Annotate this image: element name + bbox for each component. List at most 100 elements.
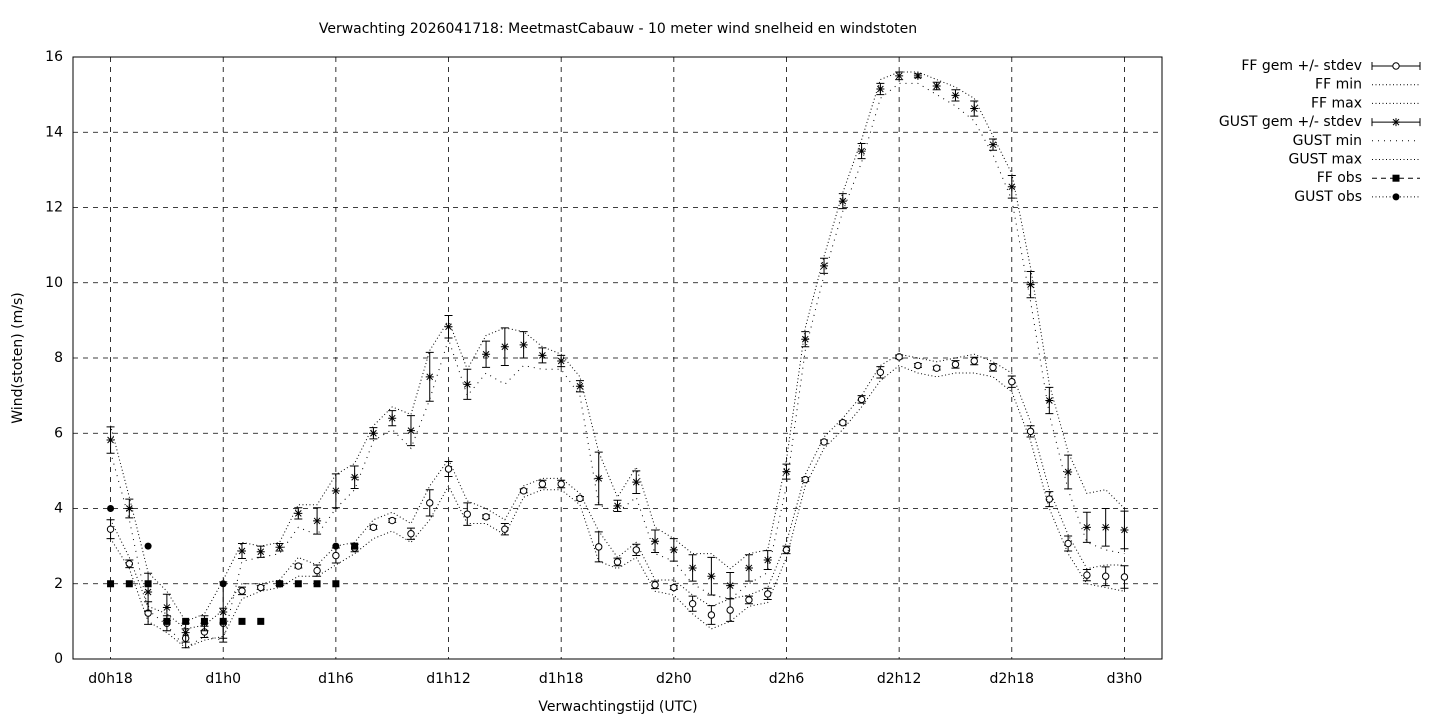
marker <box>482 513 490 521</box>
marker <box>313 516 322 525</box>
marker <box>557 357 566 366</box>
marker <box>1008 378 1016 386</box>
y-tick-label: 6 <box>54 425 63 441</box>
y-tick-label: 10 <box>45 275 63 291</box>
x-tick-label: d2h6 <box>769 671 805 687</box>
legend-label: GUST max <box>1289 152 1363 168</box>
marker <box>895 353 903 361</box>
marker <box>839 419 847 427</box>
marker <box>294 509 303 518</box>
marker <box>1120 573 1129 581</box>
y-tick-label: 14 <box>45 124 63 140</box>
marker <box>106 436 115 445</box>
marker <box>463 380 472 389</box>
marker <box>707 611 716 619</box>
marker <box>613 558 622 566</box>
marker <box>895 71 904 80</box>
marker <box>575 382 584 391</box>
marker <box>1064 468 1073 477</box>
marker <box>989 140 998 149</box>
marker <box>332 542 340 550</box>
marker <box>670 583 678 592</box>
marker <box>163 617 171 625</box>
marker <box>219 617 227 625</box>
marker <box>1007 182 1016 191</box>
legend-label: FF max <box>1311 95 1362 111</box>
legend-label: FF gem +/- stdev <box>1241 58 1362 74</box>
marker <box>764 590 772 598</box>
y-tick-label: 16 <box>45 49 63 65</box>
marker <box>332 580 340 588</box>
marker <box>519 487 528 495</box>
marker <box>331 486 340 495</box>
marker <box>256 547 265 556</box>
marker <box>595 543 603 551</box>
marker <box>350 473 359 482</box>
marker <box>426 499 434 507</box>
marker <box>726 606 734 614</box>
marker <box>1064 539 1072 548</box>
marker <box>557 480 565 488</box>
marker <box>989 363 997 372</box>
marker <box>406 426 415 435</box>
marker <box>181 628 190 637</box>
x-tick-label: d3h0 <box>1107 671 1143 687</box>
marker <box>369 429 378 438</box>
y-tick-label: 8 <box>54 350 63 366</box>
marker <box>801 475 809 484</box>
y-tick-label: 4 <box>54 501 63 517</box>
marker <box>144 542 152 550</box>
x-axis-label: Verwachtingstijd (UTC) <box>538 699 697 715</box>
legend-label: GUST gem +/- stdev <box>1219 114 1362 130</box>
marker <box>219 607 228 616</box>
marker <box>745 596 753 604</box>
range-line <box>110 71 1125 622</box>
marker <box>388 516 396 525</box>
marker <box>219 580 227 588</box>
marker <box>782 546 791 554</box>
marker <box>125 580 133 588</box>
marker <box>876 84 885 93</box>
marker <box>707 572 716 581</box>
marker <box>332 551 340 560</box>
y-axis-label: Wind(stoten) (m/s) <box>10 292 26 423</box>
x-tick-label: d1h12 <box>426 671 470 687</box>
y-tick-label: 0 <box>54 651 63 667</box>
marker <box>125 504 134 513</box>
marker <box>576 494 584 503</box>
marker <box>744 563 753 572</box>
marker <box>276 580 284 588</box>
marker <box>838 197 847 206</box>
marker <box>688 563 697 572</box>
range-line <box>110 353 1125 630</box>
marker <box>1101 523 1110 532</box>
marker <box>651 581 659 589</box>
marker <box>444 322 453 331</box>
marker <box>1083 571 1091 579</box>
y-tick-label: 12 <box>45 200 63 216</box>
marker <box>200 617 208 625</box>
marker <box>313 566 321 575</box>
marker <box>237 547 246 556</box>
marker <box>914 361 922 370</box>
marker <box>857 147 866 156</box>
marker <box>538 351 547 360</box>
marker <box>970 104 979 113</box>
x-tick-label: d1h6 <box>318 671 354 687</box>
legend-label: GUST min <box>1293 133 1362 149</box>
marker <box>351 542 359 550</box>
marker <box>294 562 303 570</box>
marker <box>275 543 284 552</box>
marker <box>651 537 660 546</box>
marker <box>951 91 960 100</box>
marker <box>801 335 810 344</box>
marker <box>107 505 115 512</box>
marker <box>1120 525 1129 534</box>
marker <box>257 617 265 625</box>
marker <box>669 545 678 554</box>
marker <box>932 81 941 90</box>
marker <box>594 474 603 483</box>
marker <box>1045 396 1054 405</box>
x-tick-label: d1h18 <box>539 671 583 687</box>
